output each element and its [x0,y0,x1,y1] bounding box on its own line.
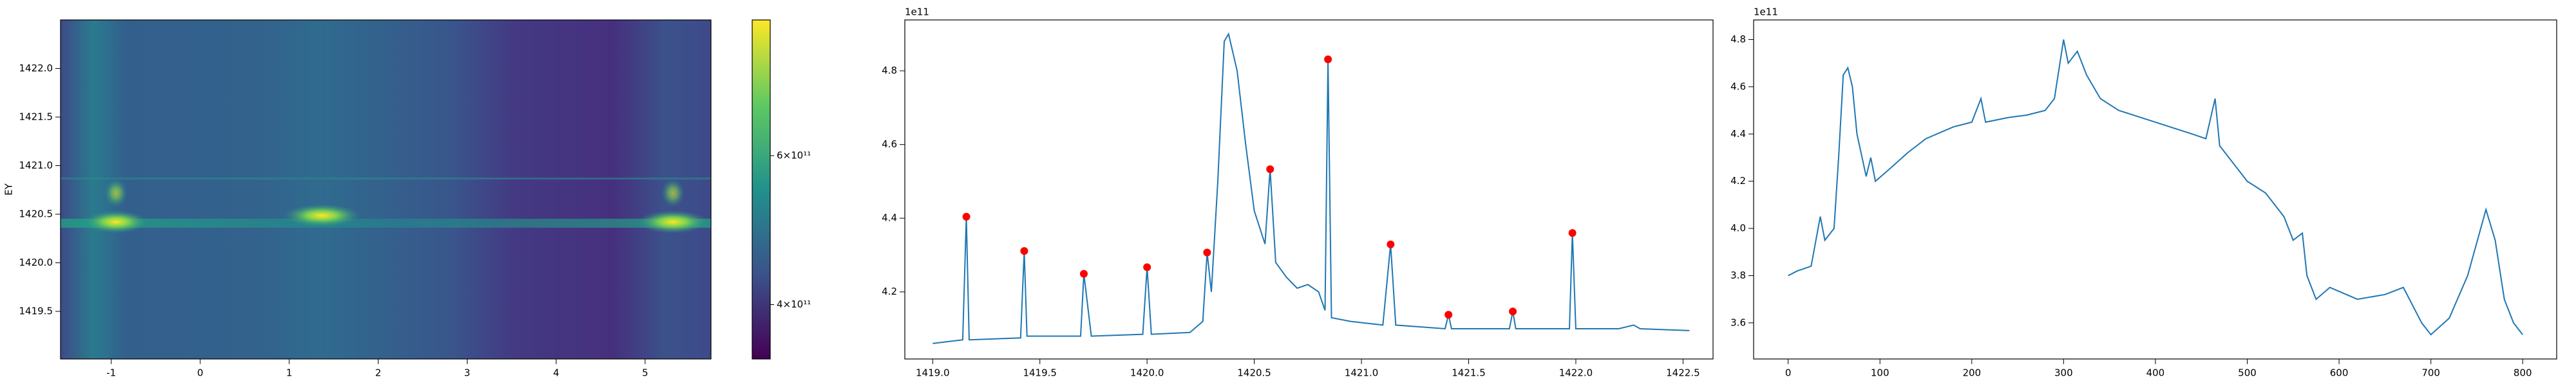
y-tick-label: 4.8 [882,65,897,77]
x-tick-label: 5 [642,367,649,379]
x-tick-label: -1 [106,367,116,379]
x-tick-label: 200 [1962,367,1981,379]
colorbar-tick-label: 6×10¹¹ [777,149,811,161]
x-tick-label: 1419.5 [1023,367,1057,379]
axes-frame [1753,19,2557,360]
x-tick-label: 1420.5 [1237,367,1271,379]
y-tick-label: 4.0 [1730,223,1746,234]
peak-marker [1079,270,1088,278]
peak-marker [1444,311,1453,319]
line [1788,39,2523,336]
y-tick-label: 1420.0 [19,257,53,268]
y-tick-label: 1421.5 [19,111,53,123]
y-tick-label: 1421.0 [19,160,53,171]
x-tick-label: 600 [2330,367,2349,379]
x-tick-label: 400 [2146,367,2165,379]
peak-marker [1324,55,1332,64]
y-tick-label: 4.4 [882,212,897,224]
x-tick-label: 500 [2238,367,2257,379]
colorbar-frame [752,19,771,360]
peak-marker [1020,247,1028,255]
x-tick-label: 3 [464,367,471,379]
peak-marker [1203,248,1211,257]
peak-marker [1143,263,1151,271]
peak-marker [1509,308,1517,316]
x-tick-label: 1421.0 [1345,367,1379,379]
y-tick-label: 1420.5 [19,208,53,220]
heatmap-image [61,20,711,359]
x-tick-label: 2 [375,367,381,379]
x-tick-label: 1422.0 [1559,367,1593,379]
y-axis-label: EY [3,183,15,195]
line [933,32,1690,344]
x-tick-label: 300 [2054,367,2073,379]
peak-marker [962,212,971,221]
x-tick-label: 100 [1871,367,1889,379]
x-tick-label: 1421.5 [1452,367,1486,379]
colorbar [752,20,770,359]
x-tick-label: 800 [2514,367,2532,379]
x-tick-label: 1422.5 [1666,367,1700,379]
colorbar-tick-label: 4×10¹¹ [777,299,811,310]
axes-frame [60,19,712,360]
x-tick-label: 700 [2421,367,2440,379]
axes-frame [904,19,1714,360]
x-tick-label: 1419.0 [916,367,950,379]
y-tick-label: 4.2 [882,286,897,297]
x-tick-label: 1 [286,367,292,379]
y-tick-label: 3.8 [1730,270,1746,281]
y-tick-label: 1419.5 [19,306,53,317]
y-tick-label: 4.6 [882,138,897,150]
x-tick-label: 0 [1785,367,1792,379]
y-tick-label: 4.6 [1730,80,1746,92]
y-tick-label: 1422.0 [19,62,53,74]
x-tick-label: 4 [553,367,560,379]
y-tick-label: 3.6 [1730,317,1746,328]
peak-marker [1568,229,1577,237]
y-tick-label: 4.4 [1730,128,1746,140]
x-tick-label: 0 [197,367,204,379]
offset-text: 1e11 [905,6,929,18]
peak-marker [1266,165,1274,173]
peak-marker [1387,240,1395,248]
y-tick-label: 4.2 [1730,175,1746,187]
y-tick-label: 4.8 [1730,33,1746,45]
x-tick-label: 1420.0 [1130,367,1164,379]
offset-text: 1e11 [1754,6,1778,18]
